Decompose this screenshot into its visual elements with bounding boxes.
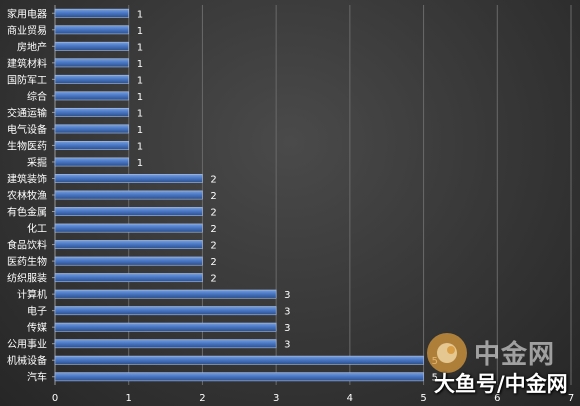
y-tick-label: 计算机 (17, 288, 47, 301)
bar (54, 339, 277, 349)
data-label: 2 (210, 241, 216, 252)
data-label: 1 (137, 92, 143, 103)
bar (54, 91, 130, 101)
watermark-caption: 大鱼号/中金网 (434, 372, 568, 396)
data-label: 2 (210, 191, 216, 202)
bars (54, 8, 424, 382)
y-tick-label: 食品饮料 (7, 239, 47, 252)
y-tick-label: 生物医药 (7, 139, 47, 152)
bar (54, 124, 130, 134)
x-tick-label: 7 (568, 393, 574, 404)
y-tick-label: 有色金属 (7, 206, 47, 219)
y-tick-label: 房地产 (17, 40, 47, 53)
bar (54, 306, 277, 316)
x-tick-label: 5 (420, 393, 426, 404)
bar (54, 223, 203, 233)
y-tick-label: 化工 (27, 222, 47, 235)
bar (54, 174, 203, 183)
bar (54, 107, 130, 117)
data-label: 1 (137, 42, 143, 53)
y-tick-label: 电子 (27, 305, 47, 318)
data-label: 1 (137, 59, 143, 70)
bar (54, 355, 424, 365)
watermark-brand: 中金网 (474, 340, 556, 370)
bar (54, 8, 130, 18)
bar (54, 289, 277, 299)
data-label: 5 (432, 373, 438, 384)
labels: 0 1 2 3 4 5 6 7 家用电器 1 商业贸易 1 房地产 1 建筑材料 1 国防军工 1 综合 1 交通运输 1… (7, 7, 574, 404)
data-label: 1 (137, 125, 143, 136)
x-tick-label: 3 (273, 393, 279, 404)
bar (54, 141, 130, 150)
bar (54, 207, 203, 216)
y-tick-label: 建筑装饰 (7, 172, 47, 185)
data-label: 2 (210, 257, 216, 268)
bar (54, 190, 203, 200)
y-tick-label: 交通运输 (7, 106, 47, 119)
y-tick-label: 医药生物 (7, 255, 47, 268)
bar (54, 41, 130, 51)
watermark-logo-icon (427, 333, 467, 373)
axes (52, 5, 56, 385)
x-tick-label: 4 (347, 393, 353, 404)
data-label: 1 (137, 158, 143, 169)
y-tick-label: 农林牧渔 (7, 189, 47, 202)
bar (54, 240, 203, 249)
y-tick-label: 公用事业 (7, 338, 47, 351)
bar (54, 273, 203, 283)
data-label: 3 (284, 323, 290, 334)
bar (54, 25, 130, 35)
bar (54, 74, 130, 84)
data-label: 2 (210, 174, 216, 185)
y-tick-label: 综合 (27, 90, 47, 103)
y-tick-label: 机械设备 (7, 354, 47, 367)
bar (54, 256, 203, 266)
data-label: 1 (137, 75, 143, 86)
y-tick-label: 国防军工 (7, 73, 47, 86)
y-tick-label: 商业贸易 (7, 24, 47, 37)
x-tick-label: 2 (199, 393, 205, 404)
bar (54, 157, 130, 167)
data-label: 1 (137, 108, 143, 119)
bar (54, 322, 277, 332)
y-tick-label: 采掘 (27, 156, 47, 169)
data-label: 1 (137, 9, 143, 20)
data-label: 2 (210, 224, 216, 235)
gridlines (128, 5, 572, 385)
y-tick-label: 家用电器 (7, 7, 47, 20)
y-tick-label: 汽车 (27, 371, 47, 384)
data-label: 3 (284, 307, 290, 318)
data-label: 1 (137, 141, 143, 152)
data-label: 2 (210, 274, 216, 285)
data-label: 1 (137, 26, 143, 37)
y-tick-label: 电气设备 (7, 123, 47, 136)
data-label: 2 (210, 208, 216, 219)
data-label: 3 (284, 290, 290, 301)
y-tick-label: 建筑材料 (7, 57, 47, 70)
bar (54, 372, 424, 382)
x-tick-label: 1 (126, 393, 132, 404)
data-label: 3 (284, 340, 290, 351)
y-tick-label: 传媒 (27, 322, 47, 334)
bar (54, 58, 130, 68)
x-tick-label: 6 (494, 393, 500, 404)
y-tick-label: 纺织服装 (7, 272, 47, 285)
x-tick-label: 0 (52, 393, 58, 404)
